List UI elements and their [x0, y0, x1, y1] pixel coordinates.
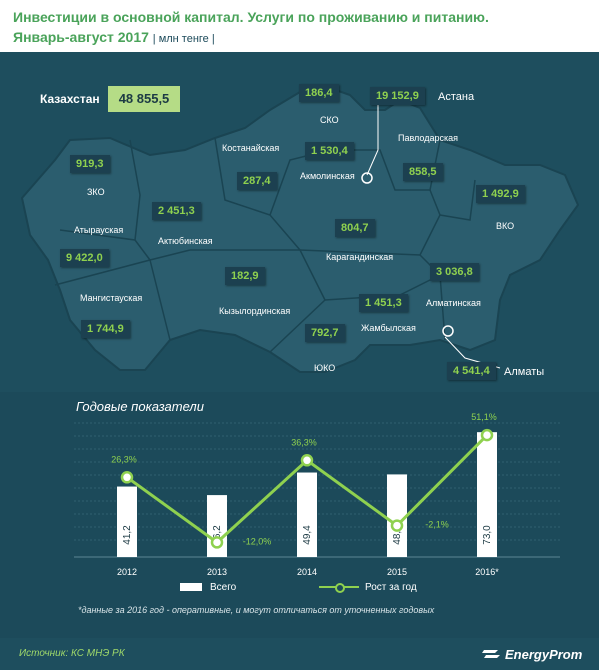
growth-value-label: 51,1%	[471, 412, 497, 422]
region-value-sko: 186,4	[299, 84, 339, 102]
almaty-marker	[442, 325, 454, 337]
legend-item-growth: Рост за год	[319, 582, 417, 594]
period-label: Январь-август 2017	[13, 29, 149, 45]
growth-point	[300, 454, 314, 467]
bar-total	[297, 472, 317, 557]
region-value-atyrau: 9 422,0	[60, 249, 109, 267]
region-label-pavlodar: Павлодарская	[398, 133, 458, 143]
page-subtitle: Январь-август 2017 | млн тенге |	[13, 29, 215, 45]
legend-bar-swatch	[180, 583, 202, 592]
bar-total	[387, 474, 407, 557]
region-label-sko: СКО	[320, 115, 339, 125]
brand-name: EnergyProm	[505, 647, 583, 662]
region-label-akmola: Акмолинская	[300, 171, 355, 181]
region-value-zhambyl: 1 451,3	[359, 294, 408, 312]
bar-total	[117, 486, 137, 557]
region-value-almaty-region: 3 036,8	[430, 263, 479, 281]
region-value-kostanay: 287,4	[237, 172, 277, 190]
region-value-yuko: 792,7	[305, 324, 345, 342]
bar-total	[477, 432, 497, 557]
region-value-pavlodar: 858,5	[403, 163, 443, 181]
region-label-astana: Астана	[438, 91, 475, 103]
region-value-zko: 919,3	[70, 155, 110, 173]
region-label-yuko: ЮКО	[314, 363, 336, 373]
kazakhstan-label: Казахстан	[40, 92, 100, 106]
region-label-zko: ЗКО	[87, 187, 105, 197]
region-label-karaganda: Карагандинская	[326, 252, 394, 262]
bar-value-label: 48,3	[392, 525, 403, 545]
growth-value-label: -12,0%	[243, 536, 272, 546]
region-value-mangystau: 1 744,9	[81, 320, 130, 338]
region-value-kyzylorda: 182,9	[225, 267, 265, 285]
header: Инвестиции в основной капитал. Услуги по…	[0, 0, 599, 52]
growth-point	[480, 428, 494, 442]
footnote: *данные за 2016 год - оперативные, и мог…	[78, 605, 435, 615]
page-title: Инвестиции в основной капитал. Услуги по…	[13, 9, 489, 25]
region-label-vko: ВКО	[496, 221, 515, 231]
x-tick-label: 2014	[297, 567, 317, 577]
x-tick-label: 2013	[207, 567, 227, 577]
growth-point	[210, 536, 224, 549]
legend-label-total: Всего	[210, 582, 237, 593]
legend-line-swatch	[319, 582, 359, 594]
bar-value-label: 41,2	[122, 525, 133, 545]
x-tick-label: 2012	[117, 567, 137, 577]
bar-value-label: 36,2	[212, 525, 223, 545]
region-label-mangystau: Мангистауская	[80, 293, 143, 303]
annual-chart: 41,2 2012 36,2 2013 49,4 2014 48,3 2015 73,0 2016…	[74, 412, 560, 577]
source-text: Источник: КС МНЭ РК	[19, 648, 125, 659]
region-value-astana: 19 152,9	[370, 87, 425, 105]
region-value-karaganda: 804,7	[335, 219, 375, 237]
region-label-kostanay: Костанайская	[222, 143, 280, 153]
kazakhstan-total: 48 855,5	[108, 86, 180, 112]
x-tick-label: 2015	[387, 567, 407, 577]
bar-value-label: 49,4	[302, 525, 313, 545]
region-value-akmola: 1 530,4	[305, 142, 354, 160]
region-label-zhambyl: Жамбылская	[361, 323, 416, 333]
growth-value-label: -2,1%	[425, 520, 449, 530]
bar-value-label: 73,0	[482, 525, 493, 545]
region-borders	[54, 137, 476, 353]
region-value-aktobe: 2 451,3	[152, 202, 201, 220]
region-label-kyzylorda: Кызылординская	[219, 306, 291, 316]
energyprom-logo-icon	[482, 650, 500, 658]
growth-value-label: 36,3%	[291, 437, 317, 447]
x-tick-label: 2016*	[475, 567, 499, 577]
growth-value-label: 26,3%	[111, 454, 137, 464]
legend-label-growth: Рост за год	[365, 582, 417, 593]
kazakhstan-map	[20, 86, 580, 373]
chart-title: Годовые показатели	[76, 399, 204, 414]
growth-point	[120, 471, 134, 484]
region-label-aktobe: Актюбинская	[158, 236, 213, 246]
region-label-almaty-region: Алматинская	[426, 298, 481, 308]
region-value-almaty-city: 4 541,4	[447, 362, 496, 380]
footer	[0, 638, 599, 670]
region-label-atyrau: Атырауская	[74, 225, 124, 235]
growth-point	[390, 519, 404, 532]
astana-marker	[361, 172, 373, 184]
region-value-vko: 1 492,9	[476, 185, 525, 203]
region-label-almaty-city: Алматы	[504, 366, 545, 378]
unit-label: | млн тенге |	[152, 33, 215, 45]
legend-item-total: Всего	[180, 582, 236, 593]
